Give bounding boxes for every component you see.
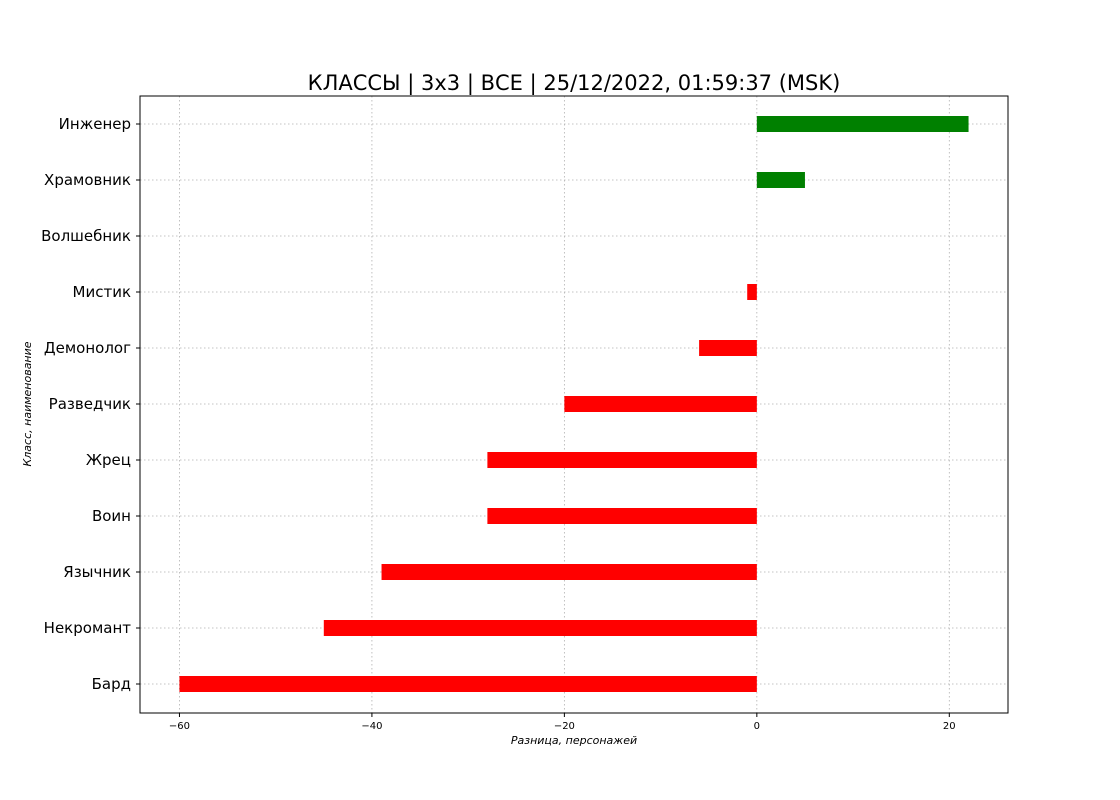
y-tick-label: Волшебник xyxy=(41,227,131,245)
y-tick-label: Воин xyxy=(92,507,131,525)
bar xyxy=(487,508,757,524)
y-tick-label: Храмовник xyxy=(44,171,131,189)
bar xyxy=(179,676,757,692)
bar xyxy=(564,396,757,412)
y-tick-label: Разведчик xyxy=(49,395,131,413)
y-tick-label: Некромант xyxy=(44,619,132,637)
bar xyxy=(699,340,757,356)
bars xyxy=(179,116,969,692)
y-tick-label: Мистик xyxy=(73,283,131,301)
bar xyxy=(487,452,757,468)
x-tick-label: 0 xyxy=(754,721,760,732)
y-tick-label: Бард xyxy=(92,675,131,693)
y-tick-label: Язычник xyxy=(63,563,131,581)
x-tick-label: −60 xyxy=(169,721,190,732)
x-tick-label: −20 xyxy=(554,721,575,732)
bar xyxy=(381,564,757,580)
y-tick-label: Демонолог xyxy=(44,339,131,357)
y-tick-label: Жрец xyxy=(86,451,131,469)
bar xyxy=(747,284,757,300)
x-tick-label: 20 xyxy=(943,721,956,732)
x-axis: −60 −40 −20 0 20 xyxy=(169,713,956,732)
x-axis-label: Разница, персонажей xyxy=(511,734,637,747)
y-axis-label: Класс, наименование xyxy=(21,341,34,466)
bar xyxy=(756,116,969,132)
y-axis: Бард Некромант Язычник Воин Жрец Разведчик Дем… xyxy=(41,115,140,693)
y-tick-label: Инженер xyxy=(59,115,131,133)
x-tick-label: −40 xyxy=(361,721,382,732)
bar xyxy=(756,172,805,188)
chart-title: КЛАССЫ | 3х3 | ВСЕ | 25/12/2022, 01:59:3… xyxy=(308,71,841,96)
bar xyxy=(323,620,757,636)
